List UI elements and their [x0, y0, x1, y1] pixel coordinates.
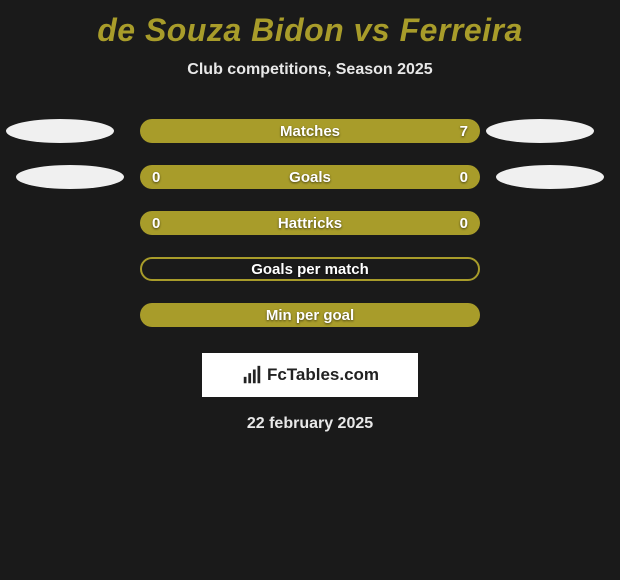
page-title: de Souza Bidon vs Ferreira [97, 12, 523, 49]
stat-row: Matches 7 [0, 119, 620, 143]
stat-pill-matches: Matches 7 [140, 119, 480, 143]
comparison-card: de Souza Bidon vs Ferreira Club competit… [0, 0, 620, 433]
stat-label: Goals [289, 169, 331, 186]
stat-pill-mpg: Min per goal [140, 303, 480, 327]
ellipse-icon [496, 165, 604, 189]
stat-pill-gpm: Goals per match [140, 257, 480, 281]
stat-label: Hattricks [278, 215, 342, 232]
logo: FcTables.com [241, 364, 379, 386]
ellipse-icon [6, 119, 114, 143]
logo-text: FcTables.com [267, 365, 379, 385]
logo-card: FcTables.com [202, 353, 418, 397]
stat-label: Matches [280, 123, 340, 140]
subtitle: Club competitions, Season 2025 [187, 61, 432, 79]
stat-right: 7 [460, 123, 468, 140]
stat-row: 0 Hattricks 0 [0, 211, 620, 235]
stat-right: 0 [460, 169, 468, 186]
stat-row: Goals per match [0, 257, 620, 281]
stat-pill-hattricks: 0 Hattricks 0 [140, 211, 480, 235]
stat-label: Min per goal [266, 307, 354, 324]
stat-left: 0 [152, 215, 160, 232]
stat-right: 0 [460, 215, 468, 232]
stat-label: Goals per match [251, 261, 369, 278]
stat-pill-goals: 0 Goals 0 [140, 165, 480, 189]
date-label: 22 february 2025 [247, 415, 373, 433]
stat-left: 0 [152, 169, 160, 186]
bar-chart-icon [241, 364, 263, 386]
ellipse-icon [16, 165, 124, 189]
ellipse-icon [486, 119, 594, 143]
stat-row: Min per goal [0, 303, 620, 327]
stat-row: 0 Goals 0 [0, 165, 620, 189]
stats-area: Matches 7 0 Goals 0 0 Hattricks 0 [0, 119, 620, 349]
